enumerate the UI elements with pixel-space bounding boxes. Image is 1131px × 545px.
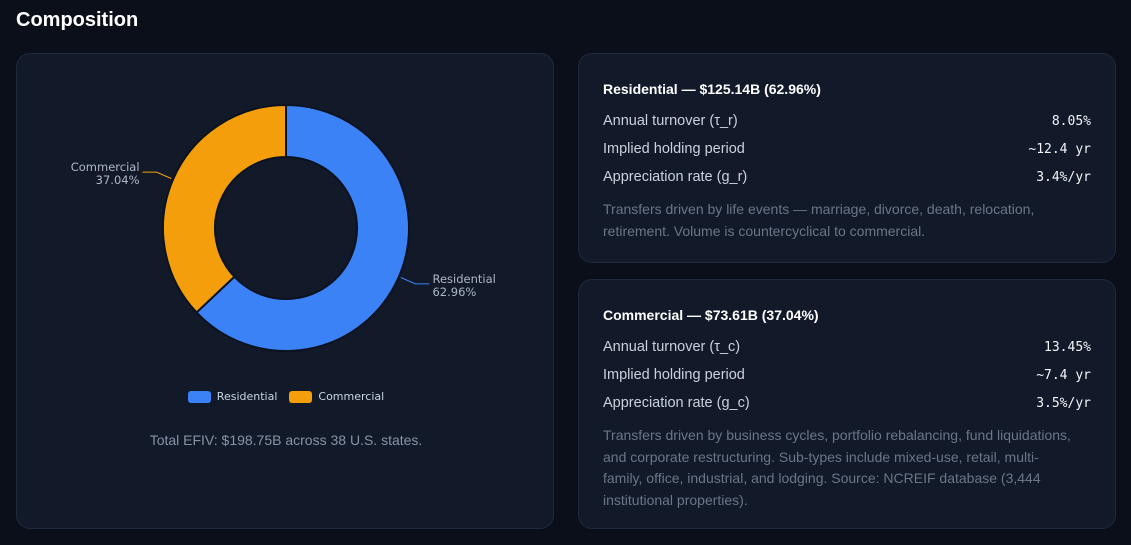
slice-commercial[interactable] <box>162 103 287 314</box>
composition-chart-card: Residential 62.96% Commercial 37.04% Reside… <box>16 53 554 529</box>
chart-legend: Residential Commercial <box>17 390 555 403</box>
row-label: Implied holding period <box>603 141 745 157</box>
row-value: 13.45% <box>1044 339 1091 355</box>
residential-holding-row: Implied holding period ~12.4 yr <box>603 139 1091 159</box>
residential-heading: Residential — $125.14B (62.96%) <box>603 81 821 97</box>
legend-swatch-residential <box>187 390 211 403</box>
residential-turnover-row: Annual turnover (τ_r) 8.05% <box>603 111 1091 131</box>
row-value: 8.05% <box>1051 113 1091 129</box>
legend-swatch-commercial <box>289 390 313 403</box>
row-label: Appreciation rate (g_r) <box>603 169 748 185</box>
commercial-card: Commercial — $73.61B (37.04%) Annual tur… <box>578 279 1116 529</box>
row-value: 3.4%/yr <box>1036 169 1091 185</box>
slice-value-residential: 62.96% <box>432 285 476 299</box>
commercial-description: Transfers driven by business cycles, por… <box>603 427 1071 508</box>
page-title: Composition <box>16 9 139 31</box>
slice-label-residential: Residential <box>432 272 495 286</box>
row-value: 3.5%/yr <box>1036 395 1091 411</box>
row-value: ~12.4 yr <box>1028 141 1091 157</box>
legend-item-residential[interactable]: Residential <box>187 390 278 403</box>
legend-label-commercial: Commercial <box>318 390 385 403</box>
commercial-holding-row: Implied holding period ~7.4 yr <box>603 365 1091 385</box>
leader-line-commercial <box>142 171 172 179</box>
commercial-turnover-row: Annual turnover (τ_c) 13.45% <box>603 337 1091 357</box>
slice-value-commercial: 37.04% <box>96 173 140 187</box>
commercial-appreciation-row: Appreciation rate (g_c) 3.5%/yr <box>603 393 1091 413</box>
row-value: ~7.4 yr <box>1036 367 1091 383</box>
slice-label-commercial: Commercial <box>71 160 140 174</box>
commercial-heading: Commercial — $73.61B (37.04%) <box>603 307 819 323</box>
residential-card: Residential — $125.14B (62.96%) Annual t… <box>578 53 1116 263</box>
residential-appreciation-row: Appreciation rate (g_r) 3.4%/yr <box>603 167 1091 187</box>
leader-line-residential <box>400 277 430 285</box>
legend-item-commercial[interactable]: Commercial <box>289 390 384 403</box>
residential-description: Transfers driven by life events — marria… <box>603 201 1035 239</box>
row-label: Appreciation rate (g_c) <box>603 395 750 411</box>
row-label: Annual turnover (τ_c) <box>603 339 741 355</box>
total-efiv-text: Total EFIV: $198.75B across 38 U.S. stat… <box>149 432 423 448</box>
legend-label-residential: Residential <box>216 390 278 403</box>
row-label: Annual turnover (τ_r) <box>603 113 738 129</box>
row-label: Implied holding period <box>603 367 745 383</box>
slice-residential[interactable] <box>195 103 410 352</box>
